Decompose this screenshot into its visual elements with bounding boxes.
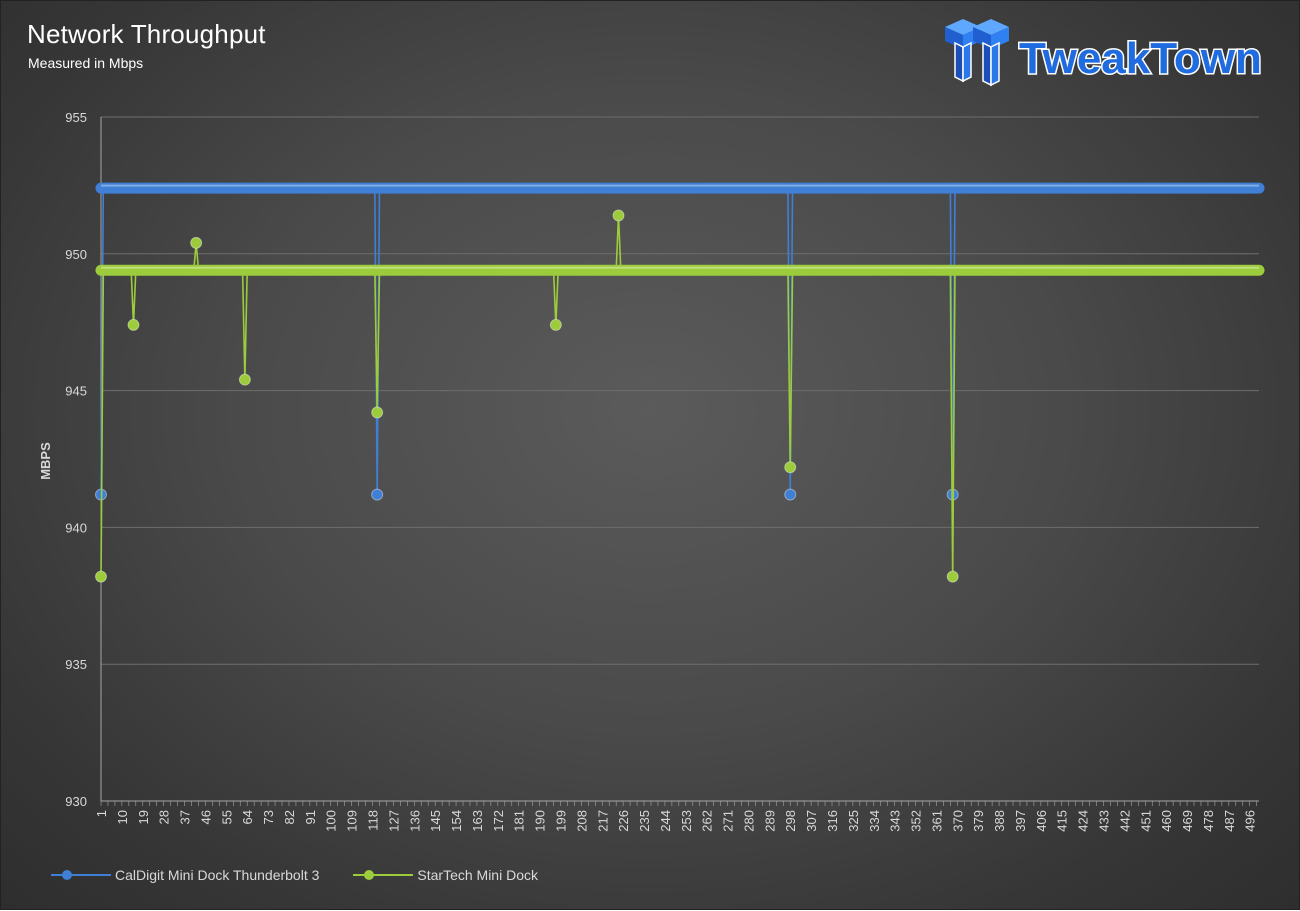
x-tick-label: 100	[324, 810, 339, 832]
y-tick-label: 945	[65, 384, 87, 399]
chart-title: Network Throughput	[27, 19, 266, 49]
chart-subtitle: Measured in Mbps	[28, 55, 144, 71]
x-tick-label: 1	[94, 810, 109, 817]
tweaktown-logo-mark	[945, 19, 1009, 87]
x-tick-label: 136	[407, 810, 422, 832]
x-tick-label: 298	[783, 810, 798, 832]
x-tick-label: 352	[909, 810, 924, 832]
x-tick-label: 73	[261, 810, 276, 824]
x-tick-label: 325	[846, 810, 861, 832]
tweaktown-logo: TweakTown	[945, 19, 1263, 87]
x-tick-label: 262	[700, 810, 715, 832]
legend-swatch-caldigit	[51, 870, 111, 880]
data-point	[371, 488, 384, 501]
y-tick-labels: 930 935 940 945 950 955	[65, 110, 87, 809]
x-tick-label: 82	[282, 810, 297, 824]
x-tick-label: 217	[595, 810, 610, 832]
y-tick-label: 940	[65, 520, 87, 535]
y-tick-label: 950	[65, 247, 87, 262]
series-group	[95, 182, 1265, 583]
x-tick-label: 127	[386, 810, 401, 832]
x-tick-label: 271	[721, 810, 736, 832]
legend-swatch-startech	[353, 870, 414, 880]
x-tick-label: 190	[533, 810, 548, 832]
x-tick-label: 433	[1097, 810, 1112, 832]
x-tick-label: 64	[240, 810, 255, 824]
x-tick-label: 460	[1159, 810, 1174, 832]
x-tick-label: 163	[470, 810, 485, 832]
x-tick-label: 388	[992, 810, 1007, 832]
legend-label-caldigit: CalDigit Mini Dock Thunderbolt 3	[115, 867, 320, 883]
x-tick-label: 244	[658, 810, 673, 832]
x-tick-label: 235	[637, 810, 652, 832]
tweaktown-logo-text: TweakTown	[1019, 34, 1262, 83]
x-tick-label: 199	[553, 810, 568, 832]
x-tick-label: 451	[1138, 810, 1153, 832]
data-point	[612, 209, 625, 222]
x-tick-label: 172	[491, 810, 506, 832]
x-tick-label: 397	[1013, 810, 1028, 832]
data-point	[95, 570, 107, 583]
x-tick-label: 370	[950, 810, 965, 832]
y-tick-label: 930	[65, 794, 87, 809]
x-tick-label: 55	[219, 810, 234, 824]
legend-item-caldigit: CalDigit Mini Dock Thunderbolt 3	[51, 867, 319, 883]
axes	[100, 117, 1259, 806]
data-point	[784, 488, 797, 501]
x-tick-label: 415	[1055, 810, 1070, 832]
legend-label-startech: StarTech Mini Dock	[417, 867, 538, 883]
x-tick-label: 406	[1034, 810, 1049, 832]
x-tick-labels: 1 10 19 28 37 46 55 64 73 82 91 100 109 118 127 136 145 1…	[94, 810, 1258, 832]
x-tick-label: 145	[428, 810, 443, 832]
x-tick-label: 91	[303, 810, 318, 824]
legend: CalDigit Mini Dock Thunderbolt 3 StarTec…	[51, 867, 538, 883]
x-tick-label: 478	[1201, 810, 1216, 832]
x-tick-label: 109	[345, 810, 360, 832]
data-point	[190, 236, 203, 249]
data-point	[371, 406, 384, 419]
series-startech	[95, 209, 1265, 583]
x-tick-label: 442	[1117, 810, 1132, 832]
x-tick-label: 361	[929, 810, 944, 832]
series-line	[100, 187, 1259, 495]
data-point	[238, 373, 251, 386]
x-tick-label: 343	[888, 810, 903, 832]
x-tick-label: 307	[804, 810, 819, 832]
x-tick-label: 19	[136, 810, 151, 824]
x-tick-label: 253	[679, 810, 694, 832]
data-point	[946, 570, 959, 583]
series-caldigit	[95, 182, 1265, 501]
x-tick-label: 280	[741, 810, 756, 832]
x-tick-label: 10	[115, 810, 130, 824]
x-tick-label: 181	[512, 810, 527, 832]
x-tick-label: 46	[198, 810, 213, 824]
x-tick-label: 469	[1180, 810, 1195, 832]
x-tick-label: 496	[1243, 810, 1258, 832]
x-tick-label: 316	[825, 810, 840, 832]
x-tick-label: 424	[1076, 810, 1091, 832]
x-tick-label: 154	[449, 810, 464, 832]
x-tick-label: 289	[762, 810, 777, 832]
data-point	[549, 318, 562, 331]
x-tick-label: 28	[157, 810, 172, 824]
data-point	[784, 461, 797, 474]
x-tick-label: 37	[178, 810, 193, 824]
x-tick-label: 208	[574, 810, 589, 832]
y-tick-label: 935	[65, 657, 87, 672]
gridlines	[101, 116, 1259, 665]
y-tick-label: 955	[65, 110, 87, 125]
x-tick-label: 379	[971, 810, 986, 832]
legend-item-startech: StarTech Mini Dock	[353, 867, 538, 883]
x-tick-label: 334	[867, 810, 882, 832]
y-axis-label: MBPS	[38, 442, 53, 480]
x-tick-label: 226	[616, 810, 631, 832]
x-tick-label: 118	[366, 810, 381, 831]
x-tick-label: 487	[1222, 810, 1237, 832]
data-point	[127, 318, 140, 331]
